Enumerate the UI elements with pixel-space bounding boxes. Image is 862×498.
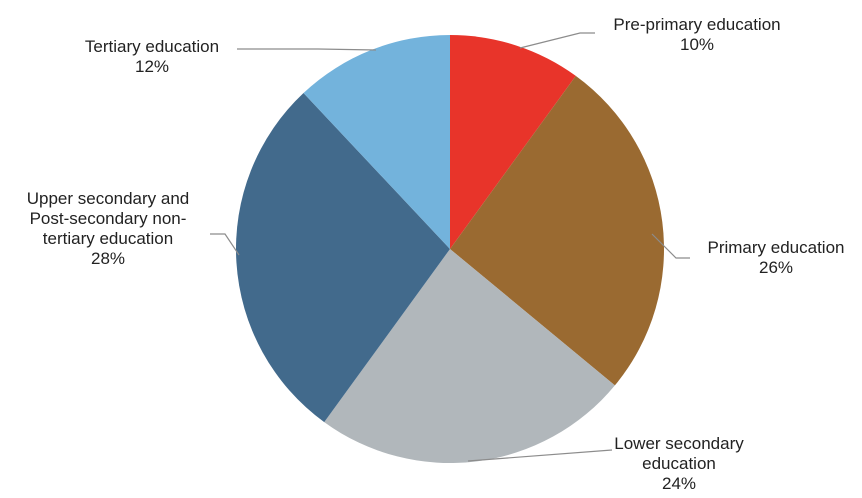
- pie-slice-1: [450, 35, 576, 249]
- pie-slices: [235, 35, 665, 464]
- slice-category-label: tertiary education: [43, 229, 173, 248]
- pie-slice-5: [303, 35, 450, 249]
- slice-value-label: 24%: [662, 474, 696, 493]
- slice-category-label: Post-secondary non-: [30, 209, 187, 228]
- slice-value-label: 28%: [91, 249, 125, 268]
- leader-line-4: [210, 233, 240, 256]
- slice-category-label: education: [642, 454, 716, 473]
- slice-value-label: 10%: [680, 35, 714, 54]
- leader-line-5: [237, 48, 377, 51]
- slice-labels: Pre-primary education 10% Primary educatio…: [27, 15, 845, 493]
- slice-category-label: Tertiary education: [85, 37, 219, 56]
- slice-label-2: Primary education 26%: [707, 238, 844, 277]
- slice-category-label: Lower secondary: [614, 434, 744, 453]
- slice-category-label: Upper secondary and: [27, 189, 190, 208]
- leader-line-3: [467, 449, 613, 462]
- slice-value-label: 26%: [759, 258, 793, 277]
- pie-slice-4: [235, 93, 450, 423]
- slice-label-4: Upper secondary and Post-secondary non-te…: [27, 189, 190, 268]
- slice-category-label: Pre-primary education: [613, 15, 780, 34]
- slice-label-3: Lower secondary education 24%: [614, 434, 744, 493]
- slice-label-5: Tertiary education 12%: [85, 37, 219, 76]
- leader-line-2: [651, 233, 690, 259]
- slice-value-label: 12%: [135, 57, 169, 76]
- pie-slice-3: [324, 249, 615, 464]
- slice-label-1: Pre-primary education 10%: [613, 15, 780, 54]
- leader-lines: [210, 32, 690, 462]
- leader-line-1: [519, 32, 595, 49]
- pie-slice-2: [450, 75, 665, 386]
- slice-category-label: Primary education: [707, 238, 844, 257]
